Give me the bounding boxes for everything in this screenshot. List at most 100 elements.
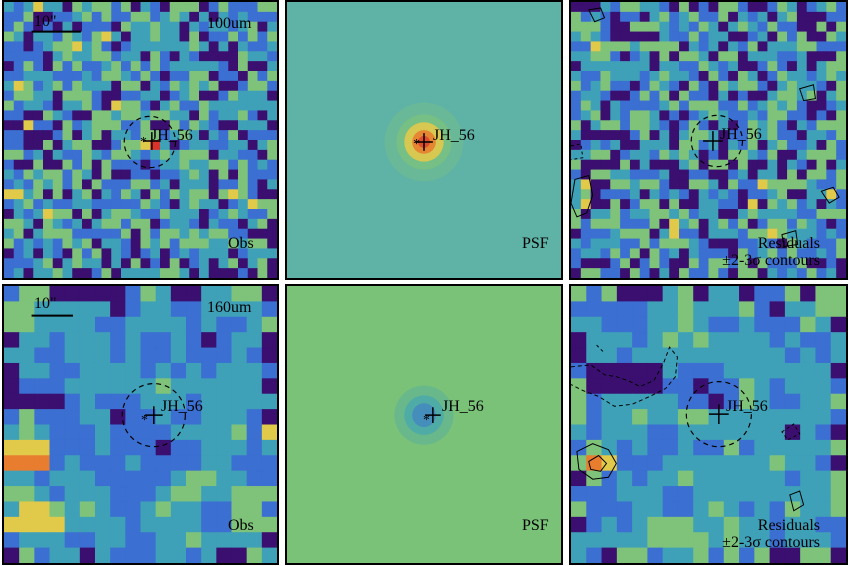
map-pixel: [199, 140, 210, 151]
map-pixel: [150, 209, 161, 220]
map-pixel: [816, 159, 827, 171]
map-pixel: [125, 470, 142, 487]
map-pixel: [620, 110, 631, 121]
map-pixel: [826, 179, 837, 190]
map-pixel: [836, 209, 846, 220]
map-pixel: [72, 159, 83, 171]
map-pixel: [189, 11, 200, 23]
map-pixel: [708, 130, 719, 141]
map-pixel: [199, 228, 210, 240]
map-pixel: [718, 199, 729, 210]
map-pixel: [64, 409, 81, 426]
map-pixel: [72, 140, 83, 151]
map-pixel: [169, 238, 181, 250]
map-pixel: [4, 248, 15, 259]
map-pixel: [199, 189, 210, 200]
map-pixel: [208, 268, 220, 278]
map-pixel: [199, 149, 210, 161]
map-pixel: [81, 268, 93, 278]
map-pixel: [189, 179, 200, 190]
map-pixel: [49, 393, 66, 410]
map-pixel: [155, 424, 172, 441]
map-pixel: [42, 228, 54, 240]
map-pixel: [201, 516, 217, 533]
map-pixel: [580, 179, 592, 190]
map-pixel: [679, 120, 690, 131]
map-pixel: [769, 378, 786, 395]
map-pixel: [747, 169, 759, 181]
map-pixel: [247, 120, 259, 131]
map-pixel: [33, 189, 44, 200]
map-pixel: [815, 347, 832, 364]
map-pixel: [796, 149, 808, 161]
map-pixel: [659, 90, 670, 102]
map-pixel: [150, 228, 161, 240]
map-pixel: [231, 501, 248, 518]
map-pixel: [140, 316, 157, 333]
map-pixel: [246, 439, 263, 456]
map-pixel: [669, 238, 680, 250]
map-pixel: [815, 532, 832, 549]
map-pixel: [600, 268, 611, 278]
map-pixel: [816, 110, 827, 121]
map-pixel: [830, 501, 846, 518]
map-pixel: [160, 41, 171, 52]
map-pixel: [639, 209, 651, 220]
map-pixel: [826, 11, 837, 23]
map-pixel: [708, 140, 719, 151]
map-pixel: [659, 100, 670, 112]
map-pixel: [49, 332, 66, 349]
map-pixel: [632, 547, 648, 563]
map-pixel: [836, 130, 846, 141]
map-pixel: [238, 238, 249, 250]
map-pixel: [754, 486, 771, 503]
map-pixel: [208, 228, 220, 240]
map-pixel: [247, 179, 259, 190]
map-pixel: [632, 378, 648, 395]
map-pixel: [125, 439, 142, 456]
map-pixel: [247, 71, 259, 82]
map-pixel: [610, 248, 621, 259]
map-pixel: [679, 159, 690, 171]
map-pixel: [33, 268, 44, 278]
map-pixel: [754, 455, 771, 472]
map-pixel: [649, 179, 660, 190]
map-pixel: [257, 61, 268, 72]
map-pixel: [708, 21, 719, 33]
map-pixel: [639, 2, 651, 13]
map-pixel: [4, 532, 20, 549]
map-pixel: [737, 169, 749, 181]
map-pixel: [169, 159, 181, 171]
map-pixel: [201, 332, 217, 349]
map-pixel: [33, 31, 44, 43]
map-pixel: [267, 159, 277, 171]
map-pixel: [33, 199, 44, 210]
map-pixel: [4, 159, 15, 171]
map-pixel: [688, 199, 700, 210]
map-pixel: [815, 316, 832, 333]
map-pixel: [19, 393, 35, 410]
map-pixel: [662, 393, 679, 410]
map-pixel: [796, 179, 808, 190]
map-pixel: [784, 455, 801, 472]
map-pixel: [140, 424, 157, 441]
map-pixel: [160, 130, 171, 141]
map-pixel: [586, 347, 603, 364]
map-pixel: [629, 140, 641, 151]
map-pixel: [120, 51, 132, 62]
map-pixel: [160, 189, 171, 200]
map-pixel: [238, 51, 249, 62]
map-pixel: [81, 228, 93, 240]
map-pixel: [571, 11, 582, 23]
map-pixel: [101, 41, 112, 52]
map-pixel: [33, 228, 44, 240]
map-pixel: [169, 110, 181, 121]
map-pixel: [72, 31, 83, 43]
map-pixel: [179, 218, 190, 230]
map-pixel: [815, 362, 832, 379]
map-pixel: [586, 286, 603, 302]
map-pixel: [19, 501, 35, 518]
map-pixel: [639, 90, 651, 102]
map-pixel: [806, 71, 818, 82]
map-pixel: [62, 268, 73, 278]
